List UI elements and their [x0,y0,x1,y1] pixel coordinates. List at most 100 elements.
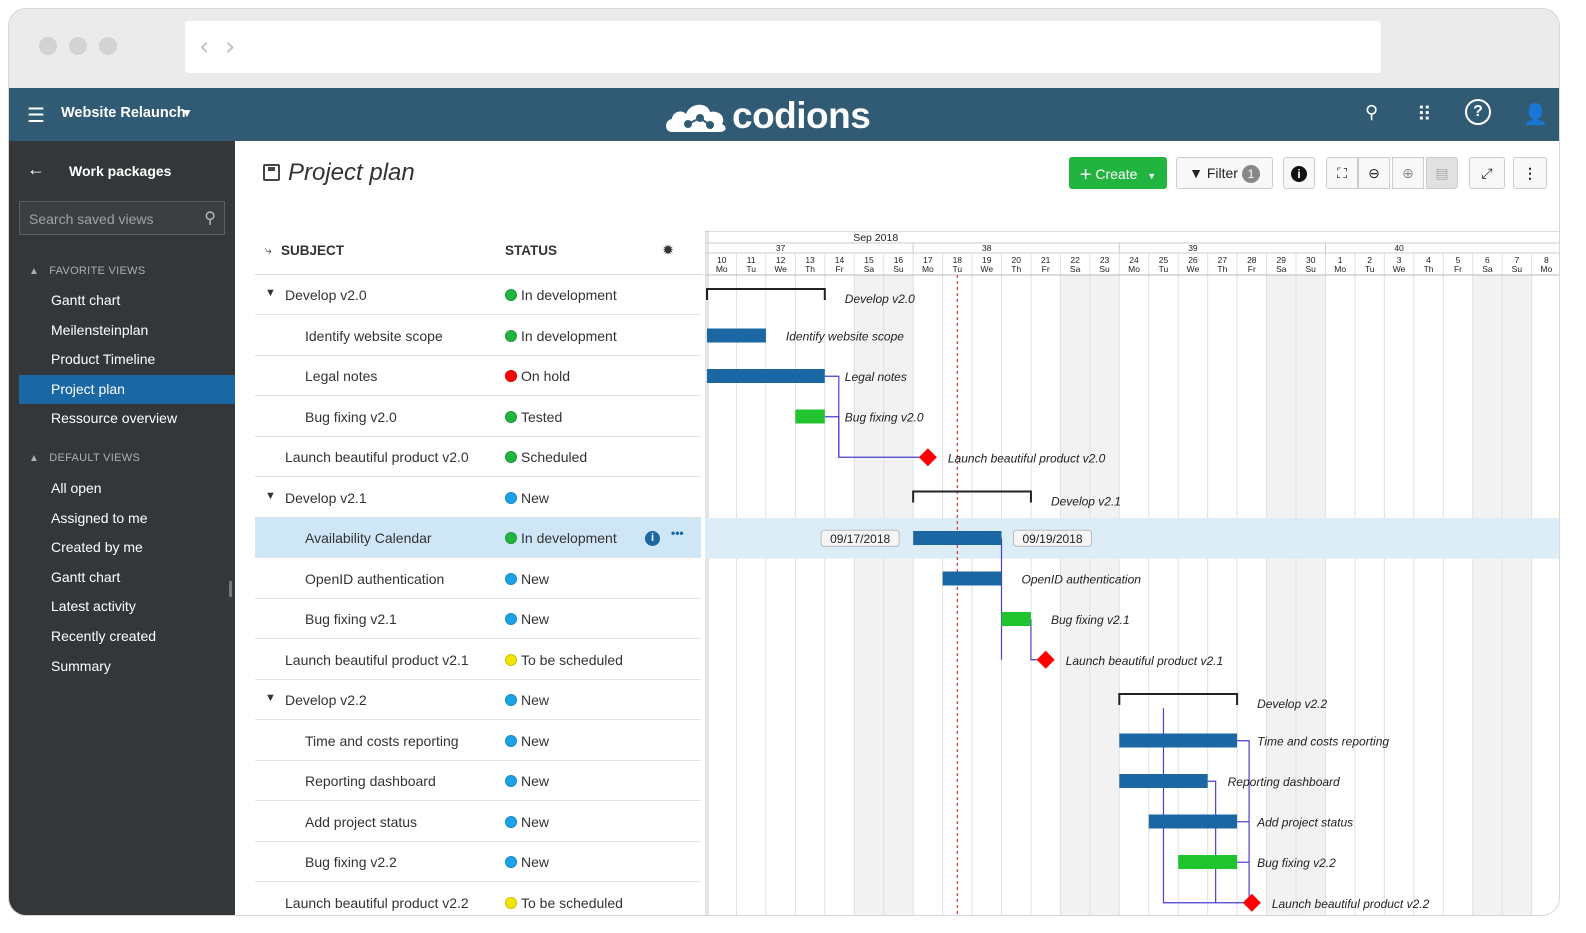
status-badge[interactable]: On hold [505,368,570,384]
task-bar[interactable] [795,409,825,424]
table-row[interactable]: Bug fixing v2.2 New [255,842,701,882]
sidebar-item-meilensteinplan[interactable]: Meilensteinplan [51,321,149,338]
task-bar[interactable] [1178,855,1238,869]
status-badge[interactable]: In development [505,287,617,303]
table-row[interactable]: Time and costs reporting New [255,721,701,761]
sidebar-item-all-open[interactable]: All open [51,480,102,496]
column-subject[interactable]: SUBJECT [281,243,345,258]
table-row[interactable]: ▼ Develop v2.2 New [255,680,701,720]
sidebar-item-summary[interactable]: Summary [51,657,111,674]
status-badge[interactable]: Tested [505,409,562,425]
sidebar-item-gantt-chart[interactable]: Gantt chart [51,568,121,585]
fullscreen-button[interactable]: ⤢ [1469,157,1505,189]
table-row[interactable]: Reporting dashboard New [255,761,701,801]
table-row[interactable]: Launch beautiful product v2.0 Scheduled [255,437,701,477]
row-subject[interactable]: Develop v2.0 [285,287,367,303]
table-row[interactable]: Launch beautiful product v2.1 To be sched… [255,640,701,680]
status-badge[interactable]: New [505,773,549,789]
status-badge[interactable]: New [505,571,549,587]
date-pill[interactable] [1013,529,1092,547]
row-subject[interactable]: Develop v2.2 [285,692,367,708]
info-icon[interactable]: i [645,531,660,546]
timeline-toggle-button[interactable]: ▤ [1426,157,1458,189]
zoom-out-button[interactable]: ⊖ [1358,157,1390,189]
sidebar-item-ressource-overview[interactable]: Ressource overview [51,410,178,427]
user-icon[interactable]: 👤 [1523,104,1548,126]
group-bracket[interactable] [912,490,1032,503]
sidebar-item-gantt-chart[interactable]: Gantt chart [51,292,121,308]
status-badge[interactable]: New [505,490,549,506]
table-row[interactable]: Add project status New [255,802,701,842]
window-minimize-dot[interactable] [69,37,87,55]
sidebar-item-latest-activity[interactable]: Latest activity [51,598,136,615]
table-row[interactable]: Bug fixing v2.0 Tested [255,397,701,437]
task-bar[interactable] [1119,774,1208,788]
app-logo[interactable]: codions [664,94,884,136]
save-icon[interactable] [263,164,280,181]
more-menu-button[interactable]: ⋮ [1513,157,1547,189]
task-bar[interactable] [707,328,766,343]
chevron-down-icon[interactable]: ▼ [265,287,276,299]
status-badge[interactable]: New [505,733,549,749]
table-row[interactable]: ▼ Develop v2.1 New [255,478,701,518]
status-badge[interactable]: In development [505,530,617,546]
row-subject[interactable]: Launch beautiful product v2.0 [285,449,469,465]
status-badge[interactable]: New [505,854,549,870]
status-badge[interactable]: New [505,611,549,627]
chevron-down-icon[interactable]: ▼ [181,106,193,120]
row-subject[interactable]: OpenID authentication [305,570,445,587]
sidebar-item-created-by-me[interactable]: Created by me [51,539,143,556]
status-badge[interactable]: New [505,692,549,708]
task-bar[interactable] [1119,733,1238,748]
task-bar[interactable] [942,571,1002,586]
window-close-dot[interactable] [39,37,57,55]
chevron-down-icon[interactable]: ▼ [265,692,276,704]
grid-icon[interactable]: ⠿ [1417,104,1432,126]
row-subject[interactable]: Legal notes [305,368,378,384]
group-bracket[interactable] [1118,693,1239,705]
row-subject[interactable]: Launch beautiful product v2.2 [285,894,469,911]
table-row[interactable]: Bug fixing v2.1 New [255,599,701,639]
create-button[interactable]: + Create ▼ [1069,157,1167,189]
sidebar-item-recently-created[interactable]: Recently created [51,628,157,644]
date-pill[interactable] [820,529,900,547]
row-subject[interactable]: Time and costs reporting [305,732,459,749]
status-badge[interactable]: New [505,814,549,830]
arrow-left-icon[interactable]: ← [27,159,45,179]
sidebar-item-project-plan[interactable]: Project plan [19,374,235,404]
table-row[interactable]: Legal notes On hold [255,356,701,396]
zoom-auto-button[interactable]: ⛶ [1326,157,1358,189]
table-row[interactable]: Launch beautiful product v2.2 To be sched… [255,883,701,916]
sidebar-item-assigned-to-me[interactable]: Assigned to me [51,509,148,526]
window-maximize-dot[interactable] [99,37,117,55]
status-badge[interactable]: In development [505,328,617,344]
help-icon[interactable]: ? [1465,99,1491,125]
sidebar-scrollbar[interactable] [229,581,232,597]
row-subject[interactable]: Launch beautiful product v2.1 [285,651,469,668]
table-row[interactable]: OpenID authentication New [255,559,701,599]
forward-icon[interactable]: › [225,32,236,62]
back-icon[interactable]: ‹ [199,32,210,62]
table-row[interactable]: ▼ Develop v2.0 In development [255,275,701,315]
search-icon[interactable]: ⚲ [204,210,216,227]
table-row[interactable]: Identify website scope In development [255,316,701,356]
milestone-diamond[interactable] [918,448,937,467]
row-subject[interactable]: Bug fixing v2.0 [305,408,397,425]
row-subject[interactable]: Develop v2.1 [285,489,367,506]
chevron-down-icon[interactable]: ▼ [265,489,276,502]
group-bracket[interactable] [706,288,826,300]
status-badge[interactable]: To be scheduled [505,652,623,668]
task-bar[interactable] [1001,612,1031,626]
address-bar[interactable]: ‹ › [185,21,1381,73]
row-subject[interactable]: Identify website scope [305,327,443,344]
status-badge[interactable]: To be scheduled [505,895,623,911]
default-views-header[interactable]: ▲ DEFAULT VIEWS [29,452,141,464]
row-subject[interactable]: Reporting dashboard [305,773,436,789]
column-status[interactable]: STATUS [505,243,557,258]
table-row[interactable]: Availability Calendar In development i ••• [255,518,701,558]
search-icon[interactable]: ⚲ [1365,102,1379,122]
task-bar[interactable] [913,531,1002,545]
filter-button[interactable]: ▼ Filter 1 [1176,157,1273,189]
search-saved-views-input[interactable]: Search saved views ⚲ [19,201,225,235]
task-bar[interactable] [707,369,825,383]
